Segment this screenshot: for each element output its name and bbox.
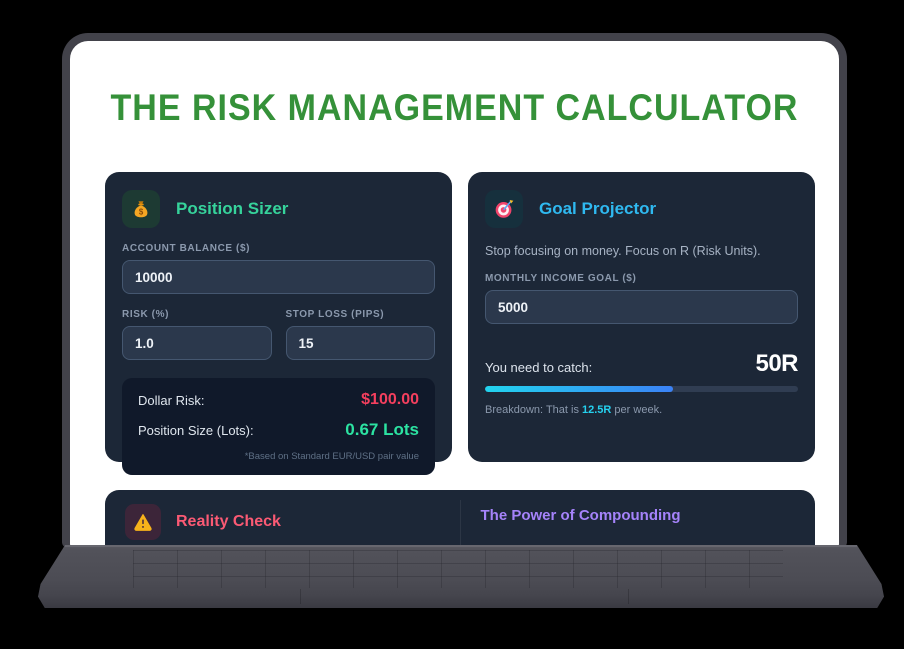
dollar-risk-value: $100.00 (361, 391, 419, 408)
bottom-card-divider (459, 500, 461, 548)
goal-progress-fill (485, 386, 673, 392)
compounding-section: The Power of Compounding (461, 490, 816, 548)
breakdown-text: Breakdown: That is 12.5R per week. (485, 404, 798, 416)
account-balance-label: ACCOUNT BALANCE ($) (122, 243, 251, 254)
stop-loss-input[interactable] (285, 326, 435, 360)
reality-check-title: Reality Check (176, 513, 281, 530)
dollar-risk-row: Dollar Risk: $100.00 (138, 391, 419, 409)
dollar-risk-label: Dollar Risk: (138, 392, 205, 408)
bottom-card: Reality Check The Power of Compounding (105, 490, 815, 548)
risk-stoploss-labels: RISK (%) STOP LOSS (PIPS) (122, 294, 435, 326)
position-results-box: Dollar Risk: $100.00 Position Size (Lots… (122, 378, 435, 475)
goal-projector-title: Goal Projector (539, 199, 657, 218)
position-size-label: Position Size (Lots): (138, 422, 254, 438)
position-size-value: 0.67 Lots (345, 420, 419, 439)
catch-row: You need to catch: 50R (485, 350, 798, 378)
account-balance-input[interactable] (122, 260, 435, 294)
laptop-keyboard (133, 550, 783, 588)
svg-text:$: $ (139, 208, 144, 217)
laptop-screen-bezel: THE RISK MANAGEMENT CALCULATOR $ (62, 33, 847, 548)
catch-label: You need to catch: (485, 360, 593, 375)
risk-stoploss-inputs (122, 326, 435, 360)
reality-check-section: Reality Check (105, 490, 460, 548)
catch-value: 50R (755, 350, 798, 377)
position-sizer-title: Position Sizer (176, 199, 289, 218)
goal-subtitle: Stop focusing on money. Focus on R (Risk… (485, 244, 761, 258)
goal-progress-track (485, 386, 798, 392)
target-icon (485, 190, 523, 228)
breakdown-prefix: Breakdown: That is (485, 404, 583, 416)
position-sizer-card: $ Position Sizer ACCOUNT BALANCE ($) RIS… (105, 172, 452, 475)
pair-note: *Based on Standard EUR/USD pair value (244, 451, 419, 462)
money-bag-icon: $ (122, 190, 160, 228)
risk-label: RISK (%) (122, 309, 170, 320)
page-title: THE RISK MANAGEMENT CALCULATOR (110, 87, 799, 129)
goal-projector-card: Goal Projector Stop focusing on money. F… (468, 172, 815, 462)
calculator-cards-row: $ Position Sizer ACCOUNT BALANCE ($) RIS… (105, 172, 815, 475)
monthly-goal-label: MONTHLY INCOME GOAL ($) (485, 273, 637, 284)
warning-icon (125, 504, 161, 540)
breakdown-suffix: per week. (611, 404, 663, 416)
laptop-base (38, 545, 884, 608)
position-size-row: Position Size (Lots): 0.67 Lots (138, 420, 419, 440)
app-screen: THE RISK MANAGEMENT CALCULATOR $ (70, 41, 839, 548)
trackpad-seam-right (628, 589, 629, 604)
trackpad-seam-left (300, 589, 301, 604)
stop-loss-label: STOP LOSS (PIPS) (285, 309, 385, 320)
goal-projector-header: Goal Projector (485, 190, 798, 228)
monthly-goal-input[interactable] (485, 290, 798, 324)
compounding-title: The Power of Compounding (480, 507, 681, 524)
risk-input[interactable] (122, 326, 272, 360)
breakdown-value: 12.5R (582, 404, 612, 416)
position-sizer-header: $ Position Sizer (122, 190, 435, 228)
